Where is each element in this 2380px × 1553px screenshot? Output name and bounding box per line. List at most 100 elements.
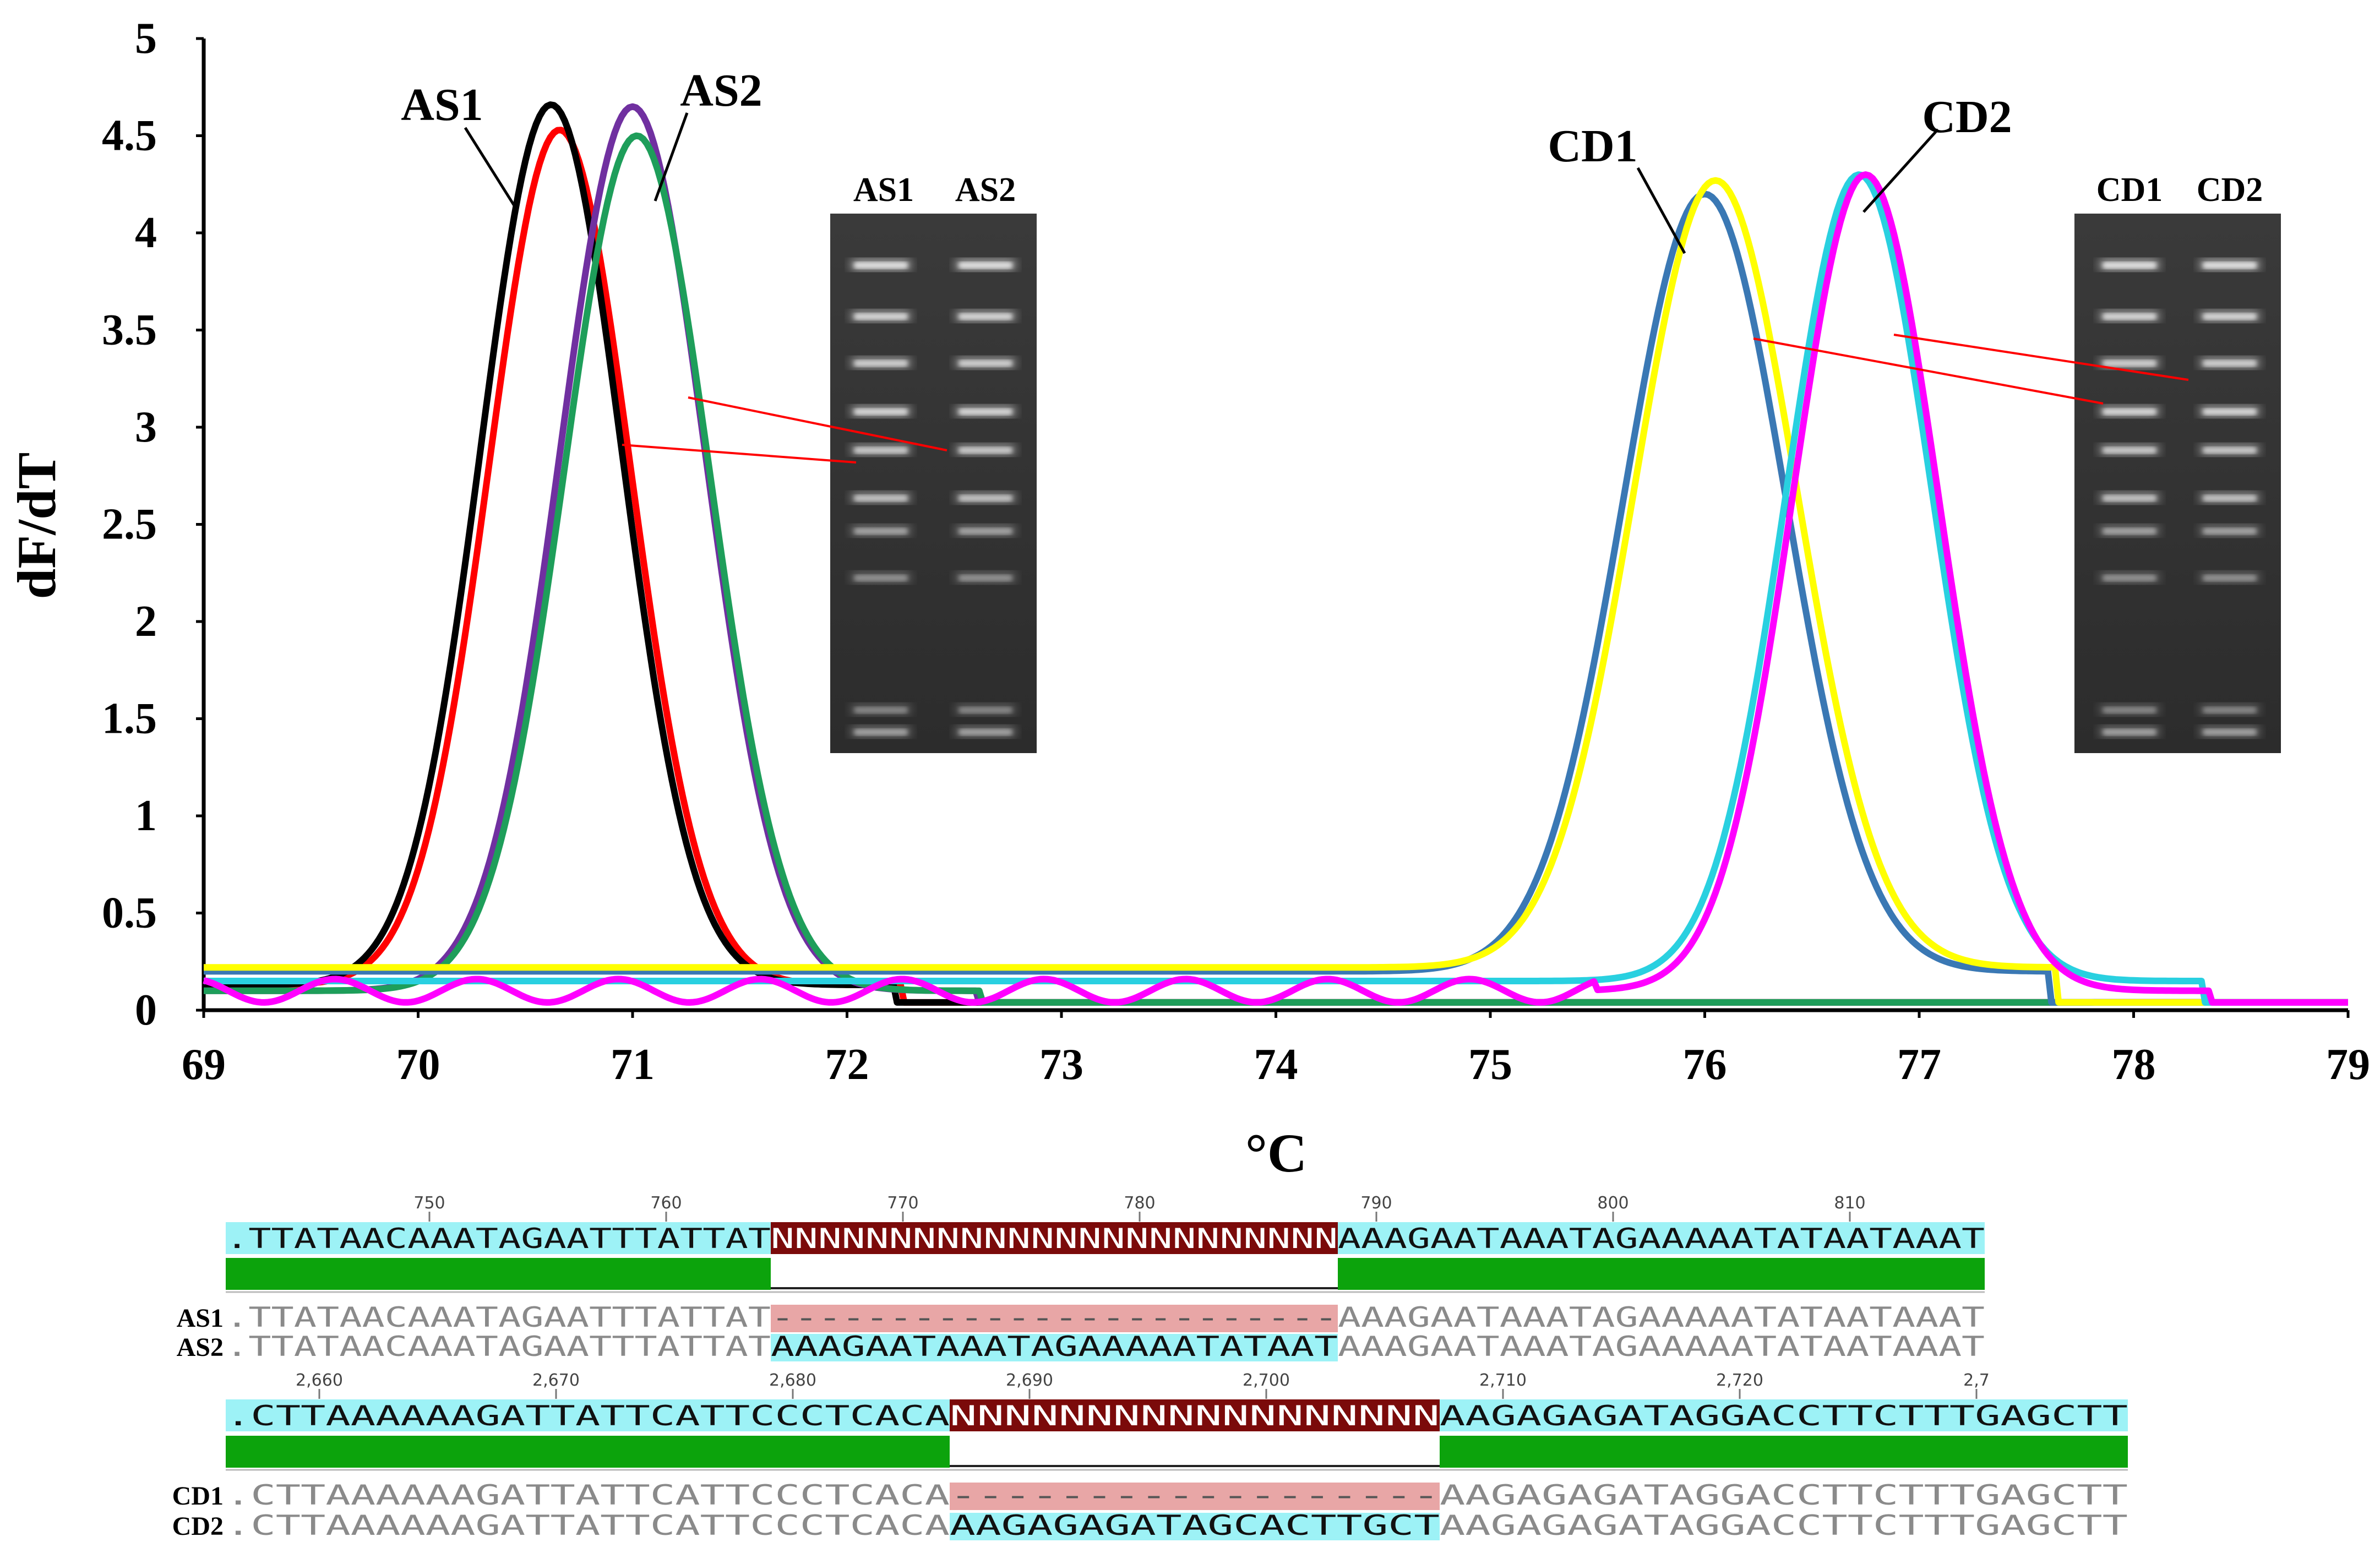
read-insertion: AAGAGAGATAGCACTTGCT [950, 1510, 1440, 1541]
y-tick-label: 3.5 [102, 306, 157, 355]
read-deletion: ------------------------ [771, 1301, 1338, 1333]
gel-image-as: AS1 AS2 [830, 171, 1037, 753]
gel-band [2203, 729, 2257, 735]
gel-band [2203, 262, 2257, 269]
row-label: CD1 [172, 1481, 224, 1511]
x-tick-label: 71 [611, 1040, 655, 1089]
y-tick-label: 1.5 [102, 695, 157, 743]
y-tick-label: 2 [135, 597, 157, 646]
gel-band [2103, 447, 2156, 454]
reference-right: AAGAGAGATAGGACCTTCTTTGAGCTT [1440, 1400, 2128, 1432]
x-tick-label: 73 [1039, 1040, 1083, 1089]
ruler-label: 2,680 [769, 1371, 816, 1390]
read-left: .CTTAAAAAAGATTATTCATTCCCTCACA [226, 1510, 950, 1541]
read-right: AAAGAATAAATAGAAAAATATAATAAAT [1338, 1301, 1985, 1333]
gel-band [958, 528, 1012, 535]
curve-cd2-replicate-b [203, 171, 2348, 1006]
gel-lane-label-as2: AS2 [955, 171, 1016, 209]
reference-highlight-right [1440, 1399, 2128, 1431]
row-label: CD2 [172, 1512, 224, 1541]
curve-annotations: AS1 AS2 CD1 CD2 [401, 65, 2012, 254]
alignment-row-as1: AS1 .TTATAACAAATAGAATTTATTAT -----------… [177, 1301, 1985, 1333]
position-ruler: 2,660 2,670 2,680 2,690 2,700 2,710 2,720 2,7 [296, 1371, 1990, 1399]
ruler-label: 2,660 [296, 1371, 343, 1390]
x-axis-label: °C [1245, 1122, 1307, 1184]
gel-band [2203, 528, 2257, 535]
gel-image-cd: CD1 CD2 [2074, 171, 2281, 753]
gel-band [2103, 575, 2156, 581]
x-tick-label: 78 [2112, 1040, 2156, 1089]
coverage-bar [226, 1436, 2128, 1471]
annotation-leader-as1 [464, 127, 516, 208]
gel-band [854, 262, 908, 269]
x-tick-label: 70 [396, 1040, 440, 1089]
x-tick-label: 69 [182, 1040, 226, 1089]
ruler-label: 760 [650, 1194, 682, 1213]
gel-band [854, 707, 908, 713]
x-tick-label: 76 [1683, 1040, 1727, 1089]
annotation-cd1: CD1 [1548, 121, 1637, 172]
deletion-highlight [771, 1305, 1338, 1332]
reference-highlight-left [226, 1399, 950, 1431]
read-right: AAGAGAGATAGGACCTTCTTTGAGCTT [1440, 1479, 2128, 1511]
curve-cd1-replicate-b [204, 177, 2348, 1006]
y-axis-label: dF/dT [6, 453, 67, 600]
gel-background [2074, 214, 2281, 753]
reference-left: .CTTAAAAAAGATTATTCATTCCCTCACA [226, 1400, 950, 1432]
y-tick-label: 4.5 [102, 112, 157, 160]
gel-band [958, 707, 1012, 713]
gel-band [854, 447, 908, 454]
position-ruler: 750 760 770 780 790 800 810 [413, 1194, 1866, 1222]
gel-band [854, 495, 908, 502]
gel-band [854, 729, 908, 735]
gel-band [2203, 447, 2257, 454]
gel-band [958, 313, 1012, 320]
x-tick-label: 79 [2326, 1040, 2370, 1089]
n-block [950, 1399, 1440, 1431]
read-deletion: ------------------ [950, 1479, 1440, 1511]
ruler-label: 790 [1360, 1194, 1392, 1213]
insertion-highlight [950, 1513, 1440, 1540]
gel-band [2203, 495, 2257, 502]
ruler-label: 2,700 [1243, 1371, 1290, 1390]
ruler-label: 770 [887, 1194, 918, 1213]
gel-band [2203, 313, 2257, 320]
curve-cd2-replicate-a [204, 171, 2348, 1006]
ruler-label: 2,710 [1479, 1371, 1527, 1390]
annotation-as2: AS2 [680, 65, 762, 116]
ruler-label: 2,670 [532, 1371, 580, 1390]
gel-lane-label-as1: AS1 [853, 171, 914, 209]
gel-band [958, 495, 1012, 502]
gel-lane-label-cd1: CD1 [2096, 171, 2163, 209]
ruler-label: 2,7 [1963, 1371, 1990, 1390]
gel-connector-lines [622, 334, 2189, 464]
curve-as2-replicate-b [204, 132, 2348, 1006]
gel-band [2103, 707, 2156, 713]
gel-background [830, 214, 1037, 753]
gel-band [2103, 729, 2156, 735]
y-tick-label: 2.5 [102, 500, 157, 549]
alignment-cd: 2,660 2,670 2,680 2,690 2,700 2,710 2,720 2,7 .… [172, 1371, 2128, 1541]
gel-band [2103, 313, 2156, 320]
connector-cd1 [1753, 337, 2104, 405]
gel-band [2103, 528, 2156, 535]
y-tick-label: 0.5 [102, 889, 157, 938]
alignment-as: 750 760 770 780 790 800 810 .TTATAACAAATAGAATT… [177, 1194, 1985, 1363]
insertion-highlight [771, 1334, 1338, 1361]
gel-band [2203, 707, 2257, 713]
annotation-leader-cd1 [1636, 167, 1686, 254]
y-tick-label: 0 [135, 986, 157, 1034]
gel-band [854, 575, 908, 581]
gel-lane-label-cd2: CD2 [2197, 171, 2263, 209]
ruler-label: 810 [1834, 1194, 1865, 1213]
reference-highlight-right [1338, 1222, 1985, 1254]
melt-curve-plot: 0 0.5 1 1.5 2 2.5 3 3.5 4 4.5 5 69 70 71 72 73 74 75 76 77… [6, 14, 2370, 1184]
deletion-highlight [950, 1483, 1440, 1510]
connector-as2 [688, 396, 947, 451]
x-tick-label: 74 [1254, 1040, 1298, 1089]
reference-sequence-row: .CTTAAAAAAGATTATTCATTCCCTCACA NNNNNNNNNN… [226, 1399, 2128, 1432]
annotation-as1: AS1 [401, 79, 483, 130]
gel-band [958, 729, 1012, 735]
reference-left: .TTATAACAAATAGAATTTATTAT [226, 1223, 771, 1255]
annotation-leader-as2 [653, 112, 689, 201]
